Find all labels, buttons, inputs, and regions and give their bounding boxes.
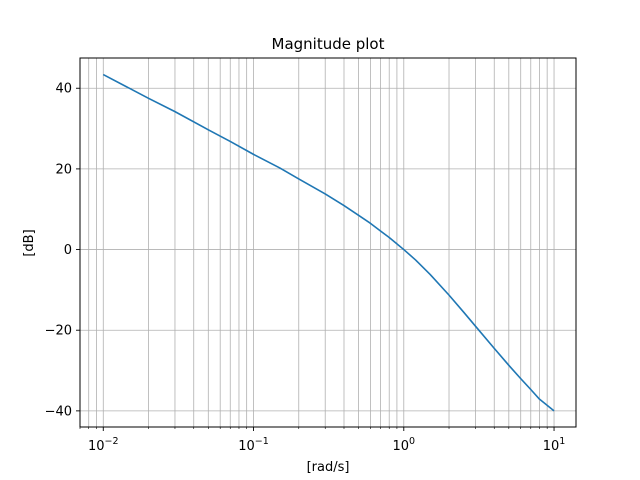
x-tick-label: 10−1 <box>238 436 269 454</box>
chart-title: Magnitude plot <box>272 35 385 53</box>
axis-ticks: 40 20 0 −20 −40 10−2 10−1 100 101 <box>45 82 566 454</box>
grid-lines <box>79 58 576 427</box>
plot-area-frame <box>79 57 577 428</box>
magnitude-series-line <box>102 73 555 412</box>
y-tick-label: −40 <box>45 404 72 419</box>
x-tick-label: 100 <box>392 436 415 454</box>
y-tick-label: 40 <box>55 82 72 97</box>
y-tick-label: −20 <box>45 324 72 339</box>
y-tick-label: 20 <box>55 162 72 177</box>
series-layer <box>102 73 555 412</box>
y-axis-label: [dB] <box>22 229 37 256</box>
x-axis-label: [rad/s] <box>307 460 350 475</box>
x-tick-label: 10−2 <box>88 436 119 454</box>
y-tick-label: 0 <box>64 243 72 258</box>
x-tick-label: 101 <box>543 436 566 454</box>
